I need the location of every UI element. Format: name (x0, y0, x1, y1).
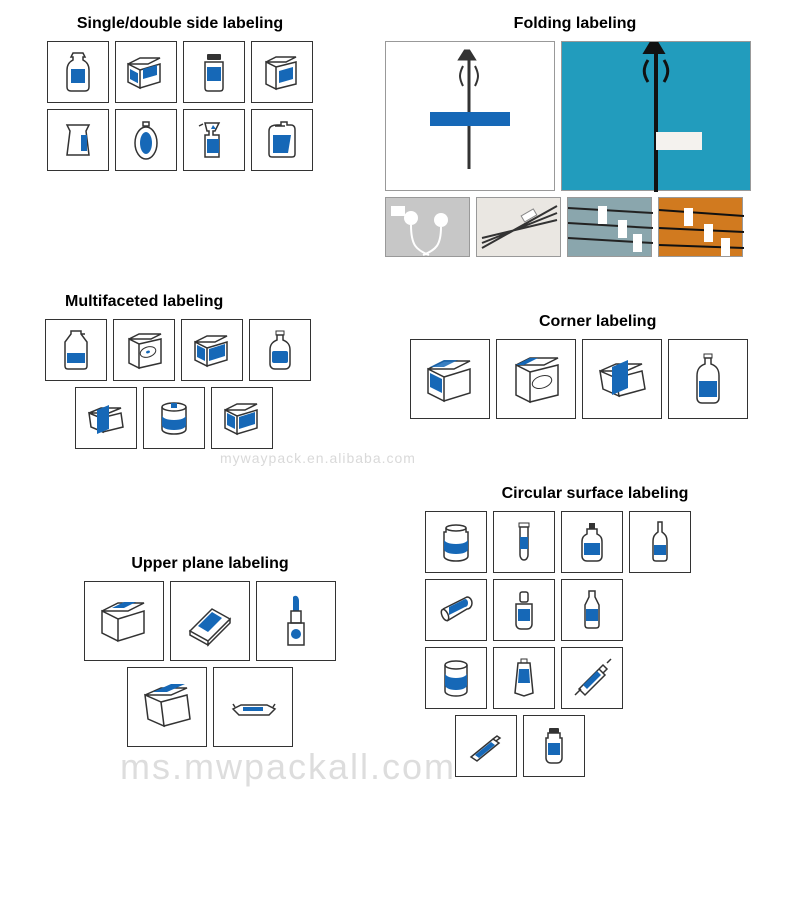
folding-thumb-wires-blue (567, 197, 652, 257)
icon-detergent-bottle (47, 41, 109, 103)
title-multifaceted: Multifaceted labeling (65, 293, 370, 311)
icon-round-bottle (249, 319, 311, 381)
icon-triangle-top (170, 581, 250, 661)
section-upper-plane: Upper plane labeling (55, 555, 365, 753)
icon-box-multi2 (211, 387, 273, 449)
icon-cylinder-lay (425, 579, 487, 641)
section-circular: Circular surface labeling (425, 485, 765, 783)
icon-dropper-bottle (561, 511, 623, 573)
icon-jerrycan (251, 109, 313, 171)
title-single-double: Single/double side labeling (15, 15, 345, 33)
icon-jar (425, 511, 487, 573)
icon-test-tube (493, 511, 555, 573)
icon-spray-bottle (183, 109, 245, 171)
title-folding: Folding labeling (385, 15, 765, 33)
icon-nail-polish (493, 579, 555, 641)
icon-oval-bottle (115, 109, 177, 171)
section-single-double: Single/double side labeling (15, 15, 345, 177)
title-upper-plane: Upper plane labeling (55, 555, 365, 573)
section-folding: Folding labeling (385, 15, 765, 263)
icon-sachet (213, 667, 293, 747)
icon-cup-wrap (143, 387, 205, 449)
icon-pill-bottle (183, 41, 245, 103)
icon-tube (493, 647, 555, 709)
icon-tube-lay (455, 715, 517, 777)
icon-milk-jug (45, 319, 107, 381)
title-corner: Corner labeling (410, 313, 785, 331)
title-circular: Circular surface labeling (425, 485, 765, 503)
icon-tray-corner (582, 339, 662, 419)
icon-vial (523, 715, 585, 777)
icon-pouch-bag (47, 109, 109, 171)
section-multifaceted: Multifaceted labeling (45, 293, 370, 455)
icon-box-corner (410, 339, 490, 419)
icon-can (425, 647, 487, 709)
folding-photo-cable (561, 41, 751, 191)
icon-cd-corner (496, 339, 576, 419)
folding-thumb-cables (476, 197, 561, 257)
icon-carton-front (251, 41, 313, 103)
icon-box-top (84, 581, 164, 661)
folding-thumb-earbud (385, 197, 470, 257)
icon-lipstick (256, 581, 336, 661)
folding-diagram (385, 41, 555, 191)
folding-thumb-wires-orange (658, 197, 743, 257)
section-corner: Corner labeling (410, 313, 785, 425)
icon-beer-bottle (561, 579, 623, 641)
icon-wine-bottle (629, 511, 691, 573)
icon-bottle-corner (668, 339, 748, 419)
icon-cd-case (113, 319, 175, 381)
icon-tub-top (127, 667, 207, 747)
icon-box-multi (181, 319, 243, 381)
icon-tray-wrap (75, 387, 137, 449)
icon-box-side (115, 41, 177, 103)
icon-syringe (561, 647, 623, 709)
